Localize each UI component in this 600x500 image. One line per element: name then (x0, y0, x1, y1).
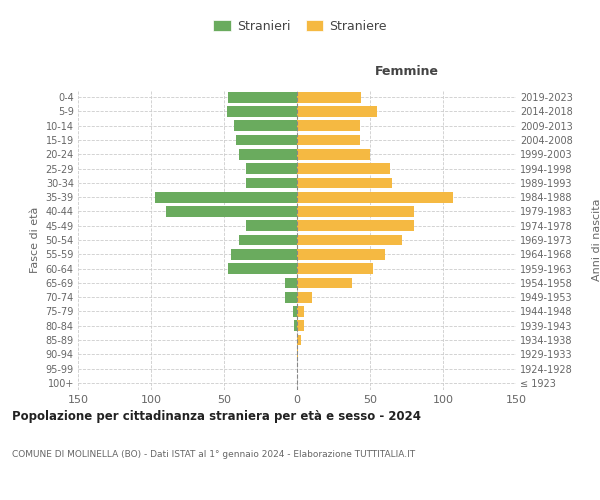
Bar (297, 349, 298, 360)
Bar (246, 220, 297, 231)
Bar (297, 334, 301, 345)
Bar (227, 106, 297, 117)
Text: COMUNE DI MOLINELLA (BO) - Dati ISTAT al 1° gennaio 2024 - Elaborazione TUTTITAL: COMUNE DI MOLINELLA (BO) - Dati ISTAT al… (12, 450, 415, 459)
Bar (297, 320, 304, 331)
Text: Femmine: Femmine (374, 65, 439, 78)
Bar (239, 234, 297, 246)
Bar (297, 234, 402, 246)
Bar (297, 220, 414, 231)
Bar (297, 92, 361, 102)
Bar (297, 306, 304, 317)
Bar (297, 278, 352, 288)
Bar (232, 249, 297, 260)
Bar (229, 92, 297, 102)
Y-axis label: Fasce di età: Fasce di età (30, 207, 40, 273)
Bar (293, 306, 297, 317)
Bar (246, 163, 297, 174)
Legend: Stranieri, Straniere: Stranieri, Straniere (209, 16, 391, 37)
Bar (297, 249, 385, 260)
Bar (297, 263, 373, 274)
Bar (297, 178, 392, 188)
Bar (239, 149, 297, 160)
Bar (236, 134, 297, 145)
Bar (294, 320, 297, 331)
Bar (246, 178, 297, 188)
Bar (297, 134, 360, 145)
Text: Popolazione per cittadinanza straniera per età e sesso - 2024: Popolazione per cittadinanza straniera p… (12, 410, 421, 423)
Y-axis label: Anni di nascita: Anni di nascita (592, 198, 600, 281)
Bar (297, 206, 414, 217)
Bar (297, 120, 360, 131)
Bar (166, 206, 297, 217)
Bar (297, 163, 391, 174)
Bar (286, 278, 297, 288)
Bar (297, 149, 370, 160)
Bar (286, 292, 297, 302)
Bar (297, 106, 377, 117)
Bar (297, 192, 453, 202)
Bar (297, 292, 311, 302)
Bar (155, 192, 297, 202)
Bar (234, 120, 297, 131)
Bar (229, 263, 297, 274)
